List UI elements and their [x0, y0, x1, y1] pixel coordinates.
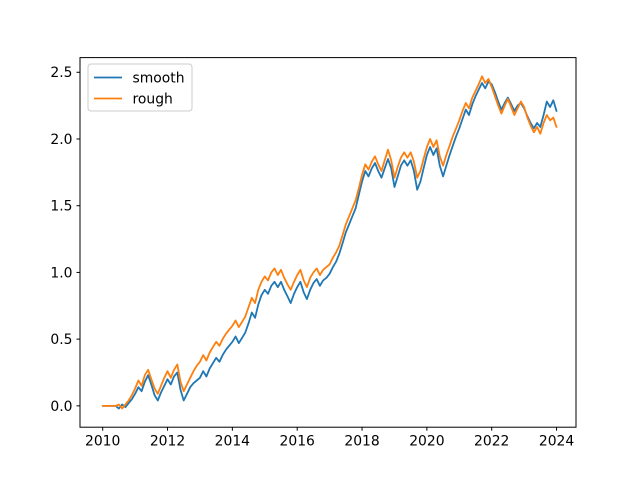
series-line-smooth: [101, 80, 558, 410]
legend-label-smooth: smooth: [133, 70, 185, 86]
plot-area: [80, 57, 576, 428]
axes-border: [79, 57, 577, 428]
x-tick-label: 2018: [344, 434, 379, 450]
x-tick-label: 2022: [474, 434, 509, 450]
x-tick-label: 2014: [215, 434, 251, 450]
x-tick-label: 2020: [409, 434, 444, 450]
series-line-rough: [101, 75, 558, 410]
legend-label-rough: rough: [133, 91, 173, 107]
y-tick-label: 1.0: [50, 265, 72, 281]
x-tick-label: 2024: [539, 434, 575, 450]
x-tick-label: 2016: [280, 434, 315, 450]
y-tick-label: 2.0: [50, 132, 72, 148]
y-tick-label: 1.5: [50, 199, 72, 215]
x-tick-label: 2010: [85, 434, 120, 450]
x-tick-label: 2012: [150, 434, 185, 450]
y-tick-label: 0.5: [50, 332, 72, 348]
y-tick-label: 2.5: [50, 65, 72, 81]
y-tick-label: 0.0: [50, 399, 72, 415]
